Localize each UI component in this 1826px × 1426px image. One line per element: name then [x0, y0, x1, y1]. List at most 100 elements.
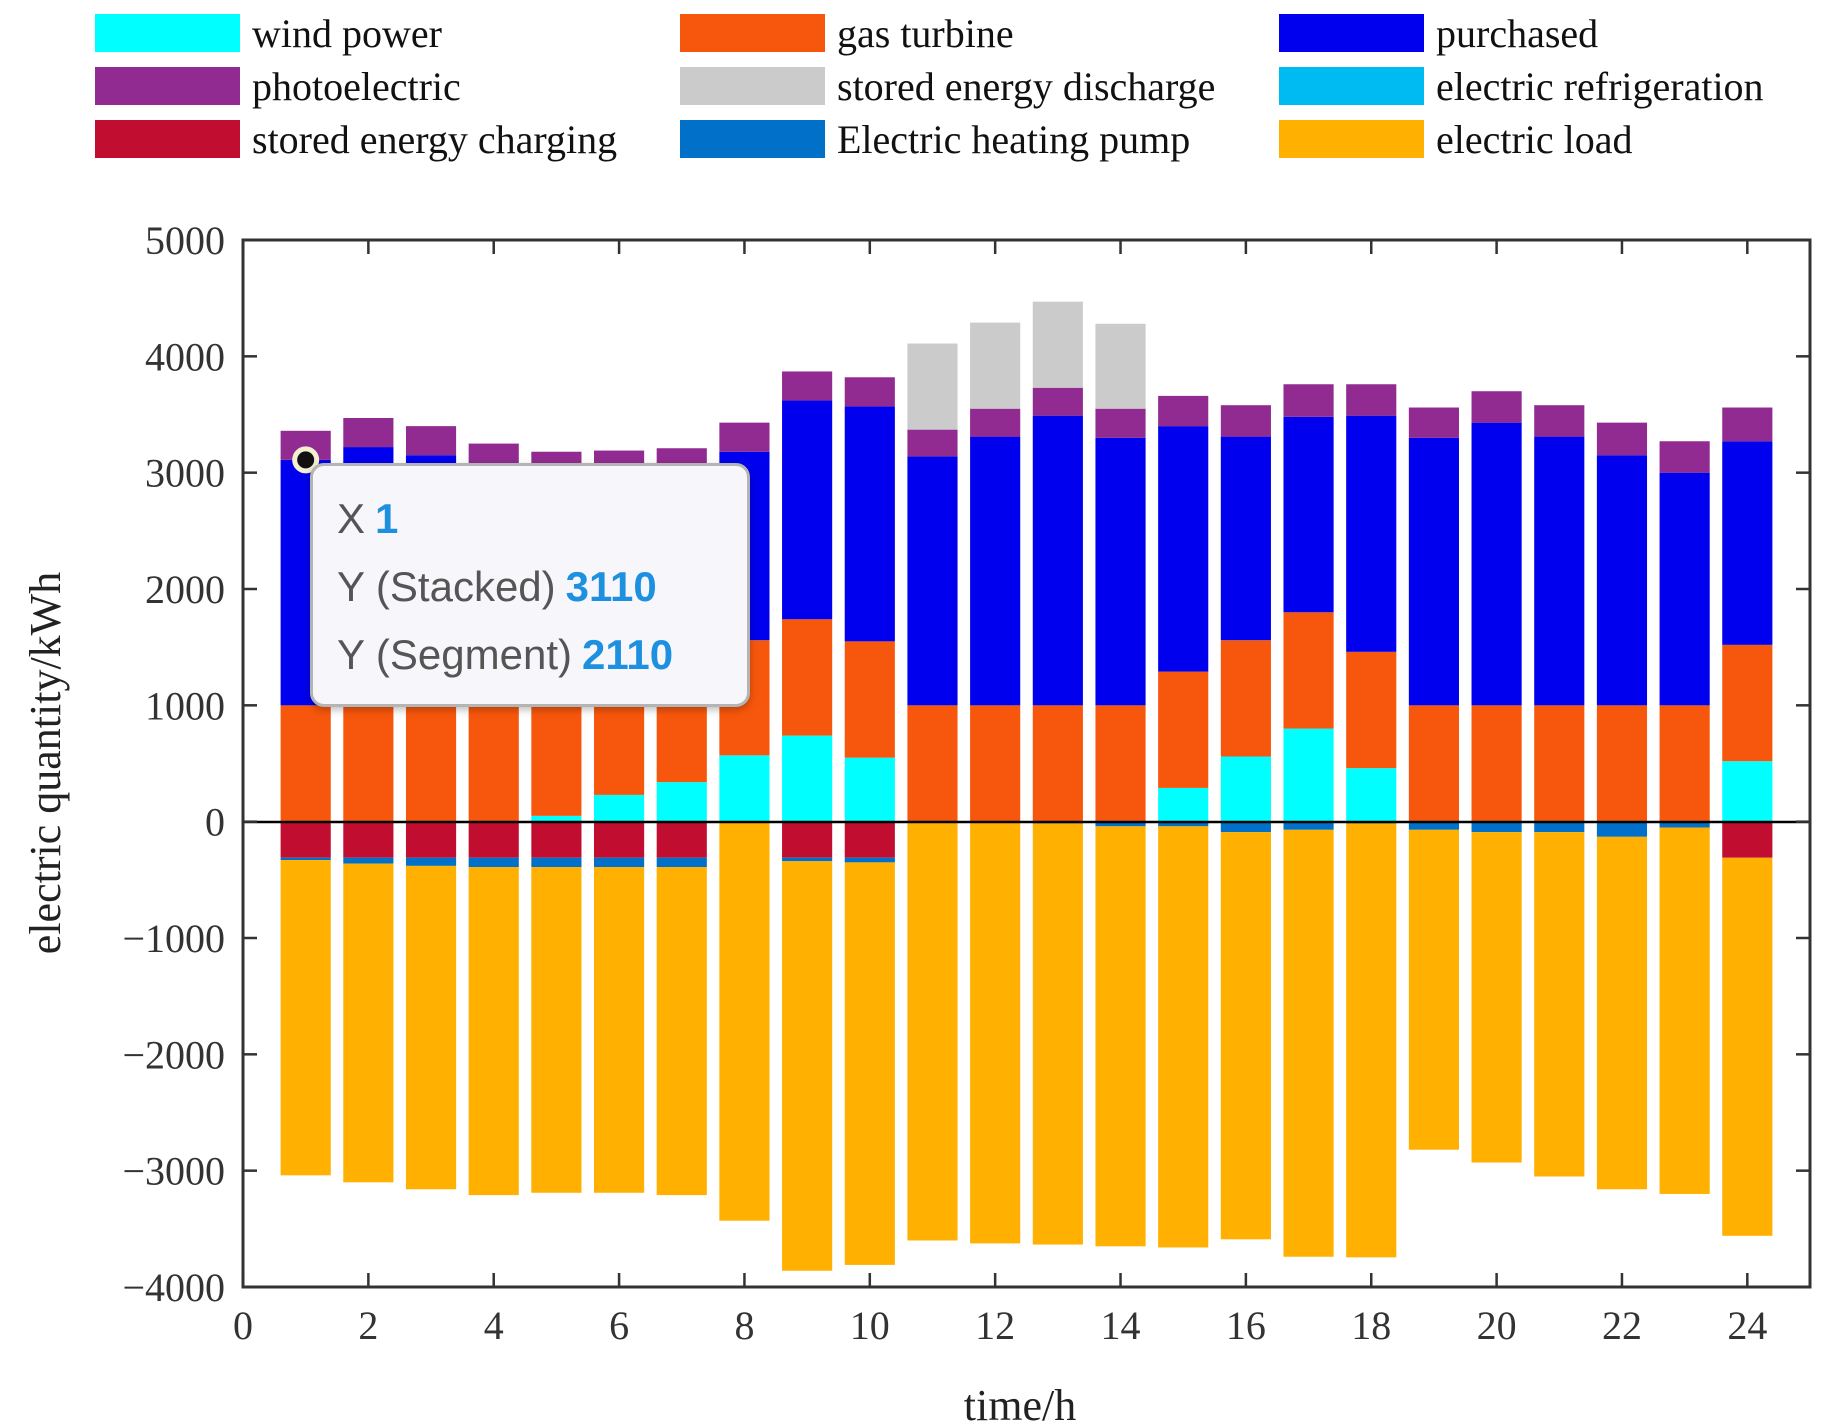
bar-wind-power-7[interactable]: [656, 782, 707, 822]
bar-wind-power-16[interactable]: [1220, 756, 1271, 822]
bar-electric-load-12[interactable]: [970, 822, 1021, 1244]
bar-photoelectric-9[interactable]: [782, 371, 833, 401]
bar-electric-load-18[interactable]: [1346, 823, 1397, 1258]
bar-gas-turbine-21[interactable]: [1534, 705, 1585, 822]
bar-stored-energy-charging-10[interactable]: [844, 821, 895, 858]
bar-gas-turbine-24[interactable]: [1722, 644, 1773, 762]
bar-purchased-15[interactable]: [1158, 426, 1209, 672]
bar-electric-load-15[interactable]: [1158, 826, 1209, 1248]
bar-electric-load-19[interactable]: [1408, 829, 1459, 1150]
bar-electric-load-21[interactable]: [1534, 832, 1585, 1177]
bar-gas-turbine-5[interactable]: [531, 705, 582, 816]
bar-electric-load-17[interactable]: [1283, 829, 1334, 1257]
bar-photoelectric-16[interactable]: [1220, 405, 1271, 437]
legend-swatch-stored-energy-charging[interactable]: [95, 120, 240, 158]
bar-purchased-19[interactable]: [1408, 437, 1459, 706]
bar-photoelectric-21[interactable]: [1534, 405, 1585, 437]
bar-photoelectric-19[interactable]: [1408, 407, 1459, 438]
bar-gas-turbine-17[interactable]: [1283, 612, 1334, 729]
bar-gas-turbine-13[interactable]: [1032, 705, 1083, 822]
bar-gas-turbine-10[interactable]: [844, 641, 895, 758]
bar-electric-load-6[interactable]: [594, 867, 645, 1193]
bar-gas-turbine-11[interactable]: [907, 705, 958, 822]
legend-swatch-photoelectric[interactable]: [95, 67, 240, 105]
bar-electric-heating-pump-1[interactable]: [280, 857, 331, 861]
legend-swatch-wind-power[interactable]: [95, 14, 240, 52]
bar-gas-turbine-14[interactable]: [1095, 705, 1146, 822]
bar-electric-load-23[interactable]: [1659, 827, 1710, 1194]
bar-electric-load-2[interactable]: [343, 863, 394, 1183]
bar-gas-turbine-7[interactable]: [656, 705, 707, 783]
bar-gas-turbine-19[interactable]: [1408, 705, 1459, 822]
bar-photoelectric-10[interactable]: [844, 377, 895, 407]
bar-photoelectric-22[interactable]: [1596, 422, 1648, 456]
bar-photoelectric-8[interactable]: [719, 422, 770, 452]
bar-electric-load-3[interactable]: [405, 865, 457, 1190]
legend-swatch-stored-energy-discharge[interactable]: [680, 67, 825, 105]
bar-photoelectric-17[interactable]: [1283, 384, 1334, 417]
bar-purchased-24[interactable]: [1722, 441, 1773, 645]
bar-stored-energy-charging-6[interactable]: [594, 821, 645, 858]
bar-electric-load-9[interactable]: [782, 861, 833, 1271]
bar-wind-power-5[interactable]: [531, 815, 582, 822]
bar-stored-energy-charging-2[interactable]: [343, 821, 394, 858]
bar-stored-energy-charging-7[interactable]: [656, 821, 707, 858]
bar-purchased-23[interactable]: [1659, 472, 1710, 706]
bar-photoelectric-2[interactable]: [343, 417, 394, 448]
bar-purchased-9[interactable]: [782, 400, 833, 620]
bar-purchased-10[interactable]: [844, 406, 895, 642]
bar-gas-turbine-16[interactable]: [1220, 640, 1271, 757]
bar-electric-load-20[interactable]: [1471, 832, 1522, 1163]
bar-photoelectric-24[interactable]: [1722, 407, 1773, 442]
bar-electric-heating-pump-9[interactable]: [782, 857, 833, 862]
bar-stored-energy-charging-24[interactable]: [1722, 821, 1773, 858]
legend-swatch-electric-refrigeration[interactable]: [1279, 67, 1424, 105]
bar-electric-heating-pump-4[interactable]: [468, 857, 519, 868]
bar-wind-power-9[interactable]: [782, 735, 833, 822]
bar-photoelectric-20[interactable]: [1471, 391, 1522, 423]
bar-electric-load-14[interactable]: [1095, 826, 1146, 1247]
bar-purchased-18[interactable]: [1346, 415, 1397, 652]
bar-gas-turbine-22[interactable]: [1596, 705, 1648, 822]
bar-purchased-17[interactable]: [1283, 416, 1334, 613]
bar-electric-heating-pump-15[interactable]: [1158, 821, 1209, 827]
bar-purchased-14[interactable]: [1095, 437, 1146, 706]
bar-stored-energy-discharge-11[interactable]: [907, 343, 958, 430]
bar-electric-heating-pump-23[interactable]: [1659, 821, 1710, 828]
bar-electric-heating-pump-17[interactable]: [1283, 821, 1334, 830]
bar-gas-turbine-18[interactable]: [1346, 651, 1397, 769]
bar-electric-load-16[interactable]: [1220, 832, 1271, 1240]
bar-electric-heating-pump-19[interactable]: [1408, 821, 1459, 830]
bar-gas-turbine-15[interactable]: [1158, 671, 1209, 788]
bar-photoelectric-14[interactable]: [1095, 408, 1146, 438]
bar-electric-heating-pump-22[interactable]: [1596, 821, 1648, 837]
bar-stored-energy-charging-3[interactable]: [405, 821, 457, 858]
bar-purchased-16[interactable]: [1220, 436, 1271, 641]
bar-purchased-12[interactable]: [970, 436, 1021, 706]
bar-electric-load-11[interactable]: [907, 822, 958, 1241]
bar-gas-turbine-1[interactable]: [280, 705, 331, 822]
bar-stored-energy-discharge-12[interactable]: [970, 322, 1021, 409]
bar-photoelectric-11[interactable]: [907, 429, 958, 457]
bar-wind-power-8[interactable]: [719, 755, 770, 822]
bar-electric-heating-pump-21[interactable]: [1534, 821, 1585, 833]
bar-electric-heating-pump-20[interactable]: [1471, 821, 1522, 833]
bar-gas-turbine-6[interactable]: [594, 705, 645, 795]
bar-gas-turbine-2[interactable]: [343, 705, 394, 822]
bar-gas-turbine-23[interactable]: [1659, 705, 1710, 822]
bar-photoelectric-23[interactable]: [1659, 441, 1710, 473]
bar-electric-heating-pump-5[interactable]: [531, 857, 582, 868]
bar-wind-power-18[interactable]: [1346, 768, 1397, 822]
bar-electric-heating-pump-10[interactable]: [844, 857, 895, 863]
bar-gas-turbine-20[interactable]: [1471, 705, 1522, 822]
bar-wind-power-17[interactable]: [1283, 728, 1334, 822]
bar-purchased-21[interactable]: [1534, 436, 1585, 706]
legend-swatch-electric-heating-pump[interactable]: [680, 120, 825, 158]
bar-purchased-20[interactable]: [1471, 422, 1522, 706]
bar-stored-energy-charging-5[interactable]: [531, 821, 582, 858]
bar-photoelectric-13[interactable]: [1032, 387, 1083, 416]
bar-stored-energy-discharge-14[interactable]: [1095, 323, 1146, 409]
bar-electric-load-1[interactable]: [280, 860, 331, 1176]
bar-wind-power-24[interactable]: [1722, 761, 1773, 822]
bar-photoelectric-15[interactable]: [1158, 395, 1209, 427]
